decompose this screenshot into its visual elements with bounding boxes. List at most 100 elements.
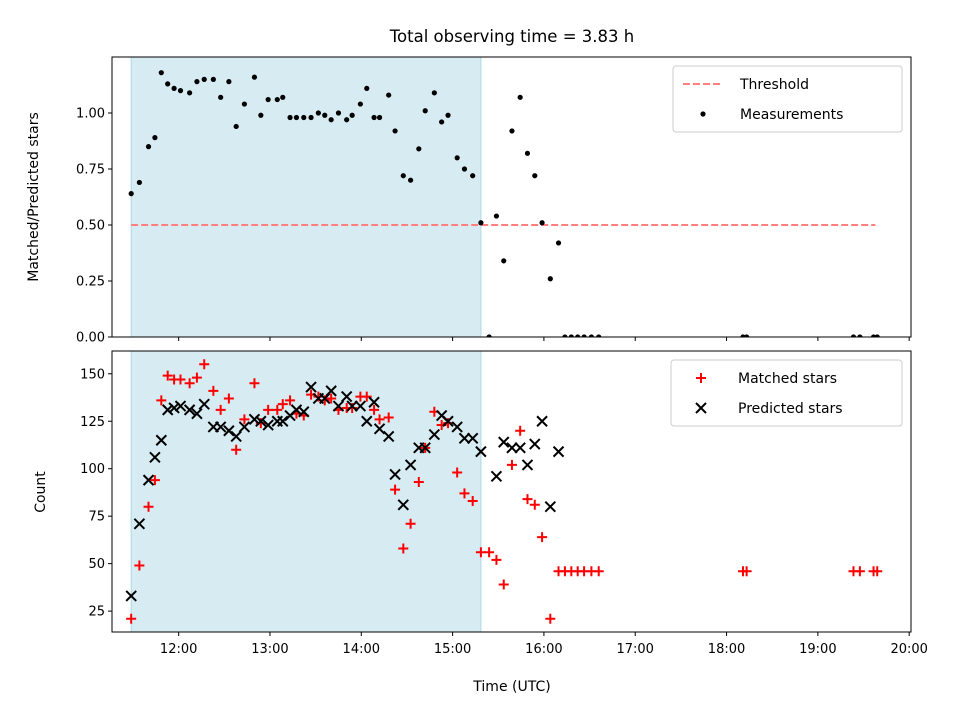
predicted-stars-point [404, 459, 417, 471]
measurement-point [241, 101, 248, 107]
matched-stars-point [175, 374, 186, 385]
ratio-y-axis-label: Matched/Predicted stars [26, 112, 42, 282]
measurement-point [493, 213, 500, 219]
matched-stars-point [506, 459, 517, 470]
count-plot-area [125, 359, 883, 624]
predicted-stars-point [451, 421, 463, 433]
predicted-stars-point [332, 400, 345, 412]
matched-stars-point [452, 467, 463, 478]
matched-stars-point [593, 566, 604, 577]
predicted-stars-point [238, 421, 251, 433]
predicted-stars-point [498, 436, 510, 448]
predicted-stars-point [361, 415, 373, 427]
x-tick-label: 12:00 [160, 642, 197, 657]
measurement-point [258, 112, 264, 118]
measurement-point [226, 79, 232, 85]
matched-stars-point [277, 399, 288, 410]
x-tick-label: 19:00 [799, 642, 836, 657]
predicted-stars-point [695, 402, 707, 414]
predicted-stars-point [340, 390, 353, 403]
matched-stars-point [223, 393, 234, 404]
predicted-stars-point [277, 415, 289, 427]
measurement-point [187, 90, 193, 96]
matched-stars-point [443, 418, 454, 429]
y-tick-label: 0.25 [76, 275, 105, 290]
predicted-stars-point [552, 445, 565, 458]
measurement-point [478, 220, 484, 226]
plot-marks [125, 359, 883, 624]
predicted-stars-point [214, 421, 227, 433]
measurement-point [517, 94, 523, 100]
measurement-point [501, 258, 507, 264]
measurement-point [335, 110, 342, 116]
ratio-axes: 0.00 0.25 0.50 0.75 1.00 [76, 56, 912, 346]
measurement-point [744, 334, 750, 337]
matched-stars-point [498, 579, 509, 590]
x-tick-label: 18:00 [708, 642, 745, 657]
predicted-stars-point [198, 398, 210, 410]
measurement-point [293, 114, 300, 121]
predicted-stars-point [174, 400, 187, 412]
matched-stars-point [285, 395, 296, 406]
predicted-stars-point [382, 430, 395, 443]
measurement-point [588, 334, 594, 337]
measurement-point [177, 88, 184, 94]
count-axes: 25 50 75 100 125 150 [80, 350, 912, 636]
legend-box [670, 359, 903, 427]
predicted-stars-point [155, 434, 168, 446]
predicted-stars-point [191, 407, 203, 420]
measurement-point [376, 114, 383, 121]
matched-stars-point [413, 477, 424, 488]
y-tick-label: 1.00 [76, 107, 105, 122]
matched-stars-point [149, 475, 160, 486]
measurement-point [539, 220, 545, 226]
predicted-stars-point [466, 432, 479, 445]
measurement-point [344, 117, 350, 123]
predicted-stars-point [298, 406, 310, 418]
y-tick-label: 75 [88, 510, 105, 525]
predicted-stars-point [442, 415, 454, 427]
matched-stars-point [143, 501, 154, 512]
x-tick-label: 14:00 [343, 642, 380, 657]
measurement-point [280, 94, 286, 100]
axes-frame [111, 56, 912, 338]
predicted-stars-point [223, 425, 235, 437]
predicted-stars-point [458, 432, 471, 445]
measurement-point [210, 76, 216, 82]
predicted-stars-point [536, 415, 548, 427]
matched-stars-point [184, 378, 195, 389]
matched-stars-point [854, 566, 865, 577]
predicted-stars-point [230, 430, 242, 443]
x-tick-label: 16:00 [525, 642, 562, 657]
measurement-point [315, 110, 321, 116]
y-tick-label: 0.00 [76, 331, 105, 346]
measurement-point [575, 334, 581, 337]
predicted-stars-point [149, 451, 161, 464]
legend-label: Predicted stars [738, 401, 843, 417]
matched-stars-point [134, 560, 145, 571]
measurement-point [328, 117, 334, 123]
measurement-point [562, 334, 568, 337]
matched-stars-point [361, 391, 372, 402]
y-tick-label: 25 [88, 605, 105, 620]
predicted-stars-point [475, 445, 487, 458]
matched-stars-point [515, 425, 526, 436]
predicted-stars-point [529, 438, 541, 450]
measurement-point [158, 70, 164, 76]
observing-window-shade [130, 350, 482, 633]
measurement-point [194, 79, 200, 85]
plot-marks [128, 70, 880, 337]
matched-stars-point [215, 404, 226, 415]
predicted-stars-point [397, 499, 410, 511]
predicted-stars-point [428, 428, 441, 441]
predicted-stars-point [506, 442, 518, 454]
legend-box [672, 65, 903, 133]
matched-stars-point [126, 613, 137, 624]
measurement-point [445, 112, 451, 118]
measurement-point [400, 173, 406, 179]
predicted-stars-point [354, 400, 367, 412]
matched-stars-point [872, 566, 883, 577]
measurement-point [364, 85, 370, 91]
matched-stars-point [249, 378, 260, 389]
count-legend: Matched stars Predicted stars [670, 359, 903, 427]
